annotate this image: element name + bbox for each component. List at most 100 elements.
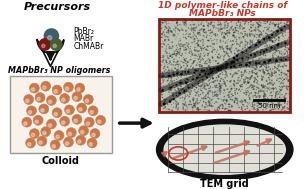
Point [216, 35, 221, 38]
Point [258, 90, 263, 93]
Point [246, 94, 251, 97]
Point [175, 74, 180, 77]
Point [273, 23, 278, 26]
Point [220, 107, 225, 110]
Point [184, 23, 189, 26]
Point [196, 43, 201, 46]
Point [270, 108, 275, 111]
Point [264, 64, 269, 67]
Point [247, 28, 252, 31]
Circle shape [79, 108, 82, 111]
Point [256, 23, 261, 26]
Point [282, 64, 287, 67]
Point [196, 106, 200, 109]
Point [158, 99, 163, 102]
Point [276, 22, 281, 25]
Point [256, 36, 260, 39]
Point [268, 39, 273, 42]
Point [224, 45, 229, 48]
Point [183, 101, 188, 104]
Point [274, 23, 279, 26]
Point [247, 92, 252, 95]
Point [232, 79, 237, 82]
Point [263, 20, 268, 23]
Point [255, 53, 260, 56]
Point [214, 40, 219, 43]
Point [208, 71, 213, 74]
Point [223, 33, 228, 36]
Point [223, 64, 228, 67]
Point [237, 38, 242, 41]
Point [181, 36, 186, 39]
Point [241, 36, 246, 39]
Point [252, 106, 257, 109]
Point [159, 90, 164, 93]
Point [256, 61, 261, 64]
Point [198, 108, 203, 111]
Point [254, 62, 259, 65]
Circle shape [90, 129, 100, 139]
Point [271, 56, 276, 59]
Point [263, 87, 268, 90]
Point [197, 85, 202, 88]
Point [224, 99, 229, 102]
Point [169, 53, 174, 57]
Point [179, 81, 184, 84]
Point [267, 86, 272, 89]
Point [182, 59, 187, 62]
Point [268, 48, 273, 51]
Point [221, 66, 225, 69]
Point [158, 103, 163, 106]
Point [248, 104, 253, 107]
Circle shape [62, 121, 65, 124]
Point [199, 64, 204, 67]
Point [169, 91, 174, 94]
Point [248, 84, 253, 87]
Point [186, 71, 191, 74]
Point [229, 20, 234, 23]
Point [182, 96, 187, 99]
Point [216, 66, 221, 69]
Circle shape [53, 44, 56, 48]
Point [164, 31, 169, 34]
Point [194, 48, 199, 51]
Point [206, 101, 211, 105]
Point [245, 34, 250, 37]
Point [286, 80, 291, 83]
Point [182, 76, 187, 79]
Point [233, 93, 238, 96]
Point [282, 22, 287, 25]
Point [164, 35, 169, 38]
Point [279, 70, 284, 74]
Point [190, 53, 195, 56]
Point [176, 81, 181, 84]
Point [167, 39, 171, 42]
Point [229, 60, 234, 63]
Point [201, 38, 206, 41]
Point [263, 108, 268, 111]
Point [249, 23, 253, 26]
Point [186, 86, 191, 89]
Point [215, 91, 220, 94]
Point [218, 84, 223, 88]
Point [277, 64, 282, 67]
Point [208, 23, 213, 26]
Point [187, 73, 192, 76]
Point [229, 62, 234, 65]
Point [206, 87, 211, 90]
Point [218, 103, 223, 106]
Point [174, 105, 179, 108]
Point [235, 98, 240, 101]
Point [202, 66, 206, 69]
Point [202, 31, 207, 34]
Point [188, 93, 192, 96]
Point [260, 33, 264, 36]
Point [286, 85, 291, 88]
Point [218, 87, 223, 90]
Point [203, 53, 207, 57]
Point [166, 79, 170, 82]
Point [175, 52, 180, 55]
Point [181, 44, 185, 47]
Point [207, 68, 212, 71]
Point [244, 91, 249, 94]
